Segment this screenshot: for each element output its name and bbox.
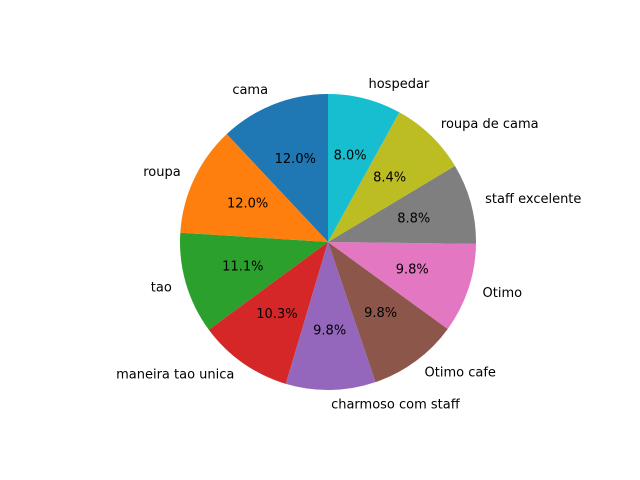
percent-label: 8.4% [373,171,406,186]
percent-label: 9.8% [364,306,397,321]
percent-label: 8.8% [397,211,430,226]
percent-label: 9.8% [313,323,346,338]
category-label: staff excelente [485,192,581,207]
pie-slice-10 [328,94,400,242]
pie-slice-6 [328,242,448,383]
pie-slice-2 [180,134,328,242]
category-label: tao [151,280,172,295]
percent-label: 12.0% [275,152,316,167]
category-label: roupa de cama [441,117,539,132]
pie-slice-8 [328,165,476,244]
pie-slices [180,94,476,391]
pie-slice-4 [208,242,328,384]
pie-slice-9 [328,112,455,242]
category-label: maneira tao unica [116,368,234,383]
pie-slice-3 [180,232,328,330]
percent-label: 12.0% [227,197,268,212]
category-label: cama [232,83,268,98]
pie-slice-5 [285,242,376,391]
category-label: charmoso com staff [331,397,461,412]
pie-slice-7 [328,242,476,329]
percent-label: 9.8% [396,262,429,277]
percent-label: 11.1% [222,260,263,275]
percent-label: 8.0% [334,148,367,163]
pie-slice-1 [226,94,328,242]
pie-labels: cama 12.0% roupa 12.0% tao 11.1% maneira tao u… [116,77,581,412]
category-label: hospedar [368,77,429,92]
category-label: roupa [143,165,180,180]
percent-label: 10.3% [256,307,297,322]
category-label: Otimo [483,286,523,301]
category-label: Otimo cafe [425,366,496,381]
